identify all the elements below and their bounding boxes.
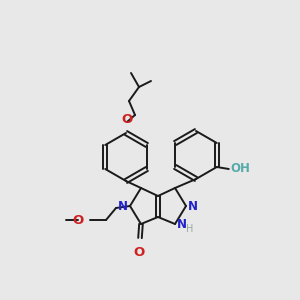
Text: N: N: [177, 218, 187, 232]
Text: O: O: [122, 113, 133, 126]
Text: O: O: [134, 246, 145, 259]
Text: N: N: [118, 200, 128, 212]
Text: N: N: [188, 200, 198, 212]
Text: OH: OH: [231, 163, 251, 176]
Text: O: O: [73, 214, 84, 227]
Text: H: H: [186, 224, 194, 234]
